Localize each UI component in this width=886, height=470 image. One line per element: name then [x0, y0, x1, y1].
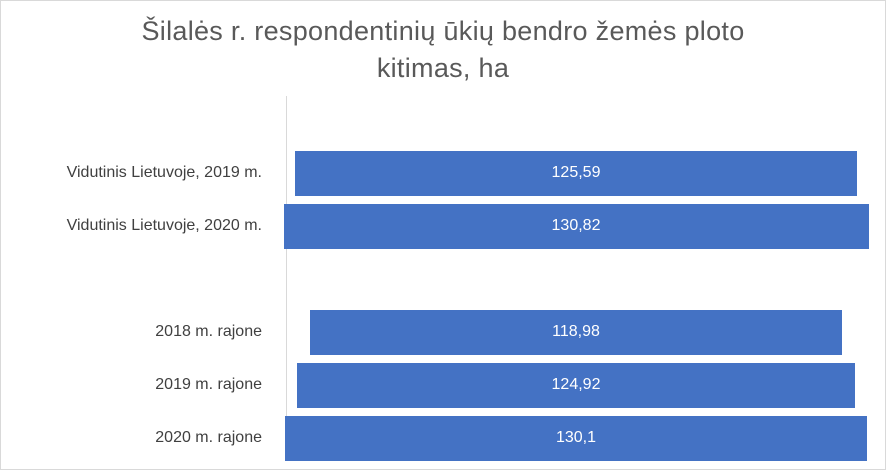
bar — [295, 150, 857, 196]
chart-title-line-1: Šilalės r. respondentinių ūkių bendro že… — [141, 16, 745, 46]
category-label: 2018 m. rajone — [155, 323, 262, 340]
category-label: 2020 m. rajone — [155, 429, 262, 446]
bar — [283, 203, 869, 249]
category-label: 2019 m. rajone — [155, 376, 262, 393]
chart-title: Šilalės r. respondentinių ūkių bendro že… — [1, 13, 885, 87]
chart-title-line-2: kitimas, ha — [376, 53, 510, 83]
category-label: Vidutinis Lietuvoje, 2020 m. — [66, 217, 262, 234]
data-label: 130,1 — [555, 429, 597, 446]
data-label: 118,98 — [552, 323, 600, 340]
category-label: Vidutinis Lietuvoje, 2019 m. — [66, 164, 262, 181]
bar — [309, 309, 843, 355]
data-label: 125,59 — [551, 164, 601, 181]
category-axis-line — [286, 96, 287, 458]
bar — [285, 415, 867, 461]
data-label: 130,82 — [551, 217, 601, 234]
bar — [296, 362, 856, 408]
data-label: 124,92 — [551, 376, 601, 393]
